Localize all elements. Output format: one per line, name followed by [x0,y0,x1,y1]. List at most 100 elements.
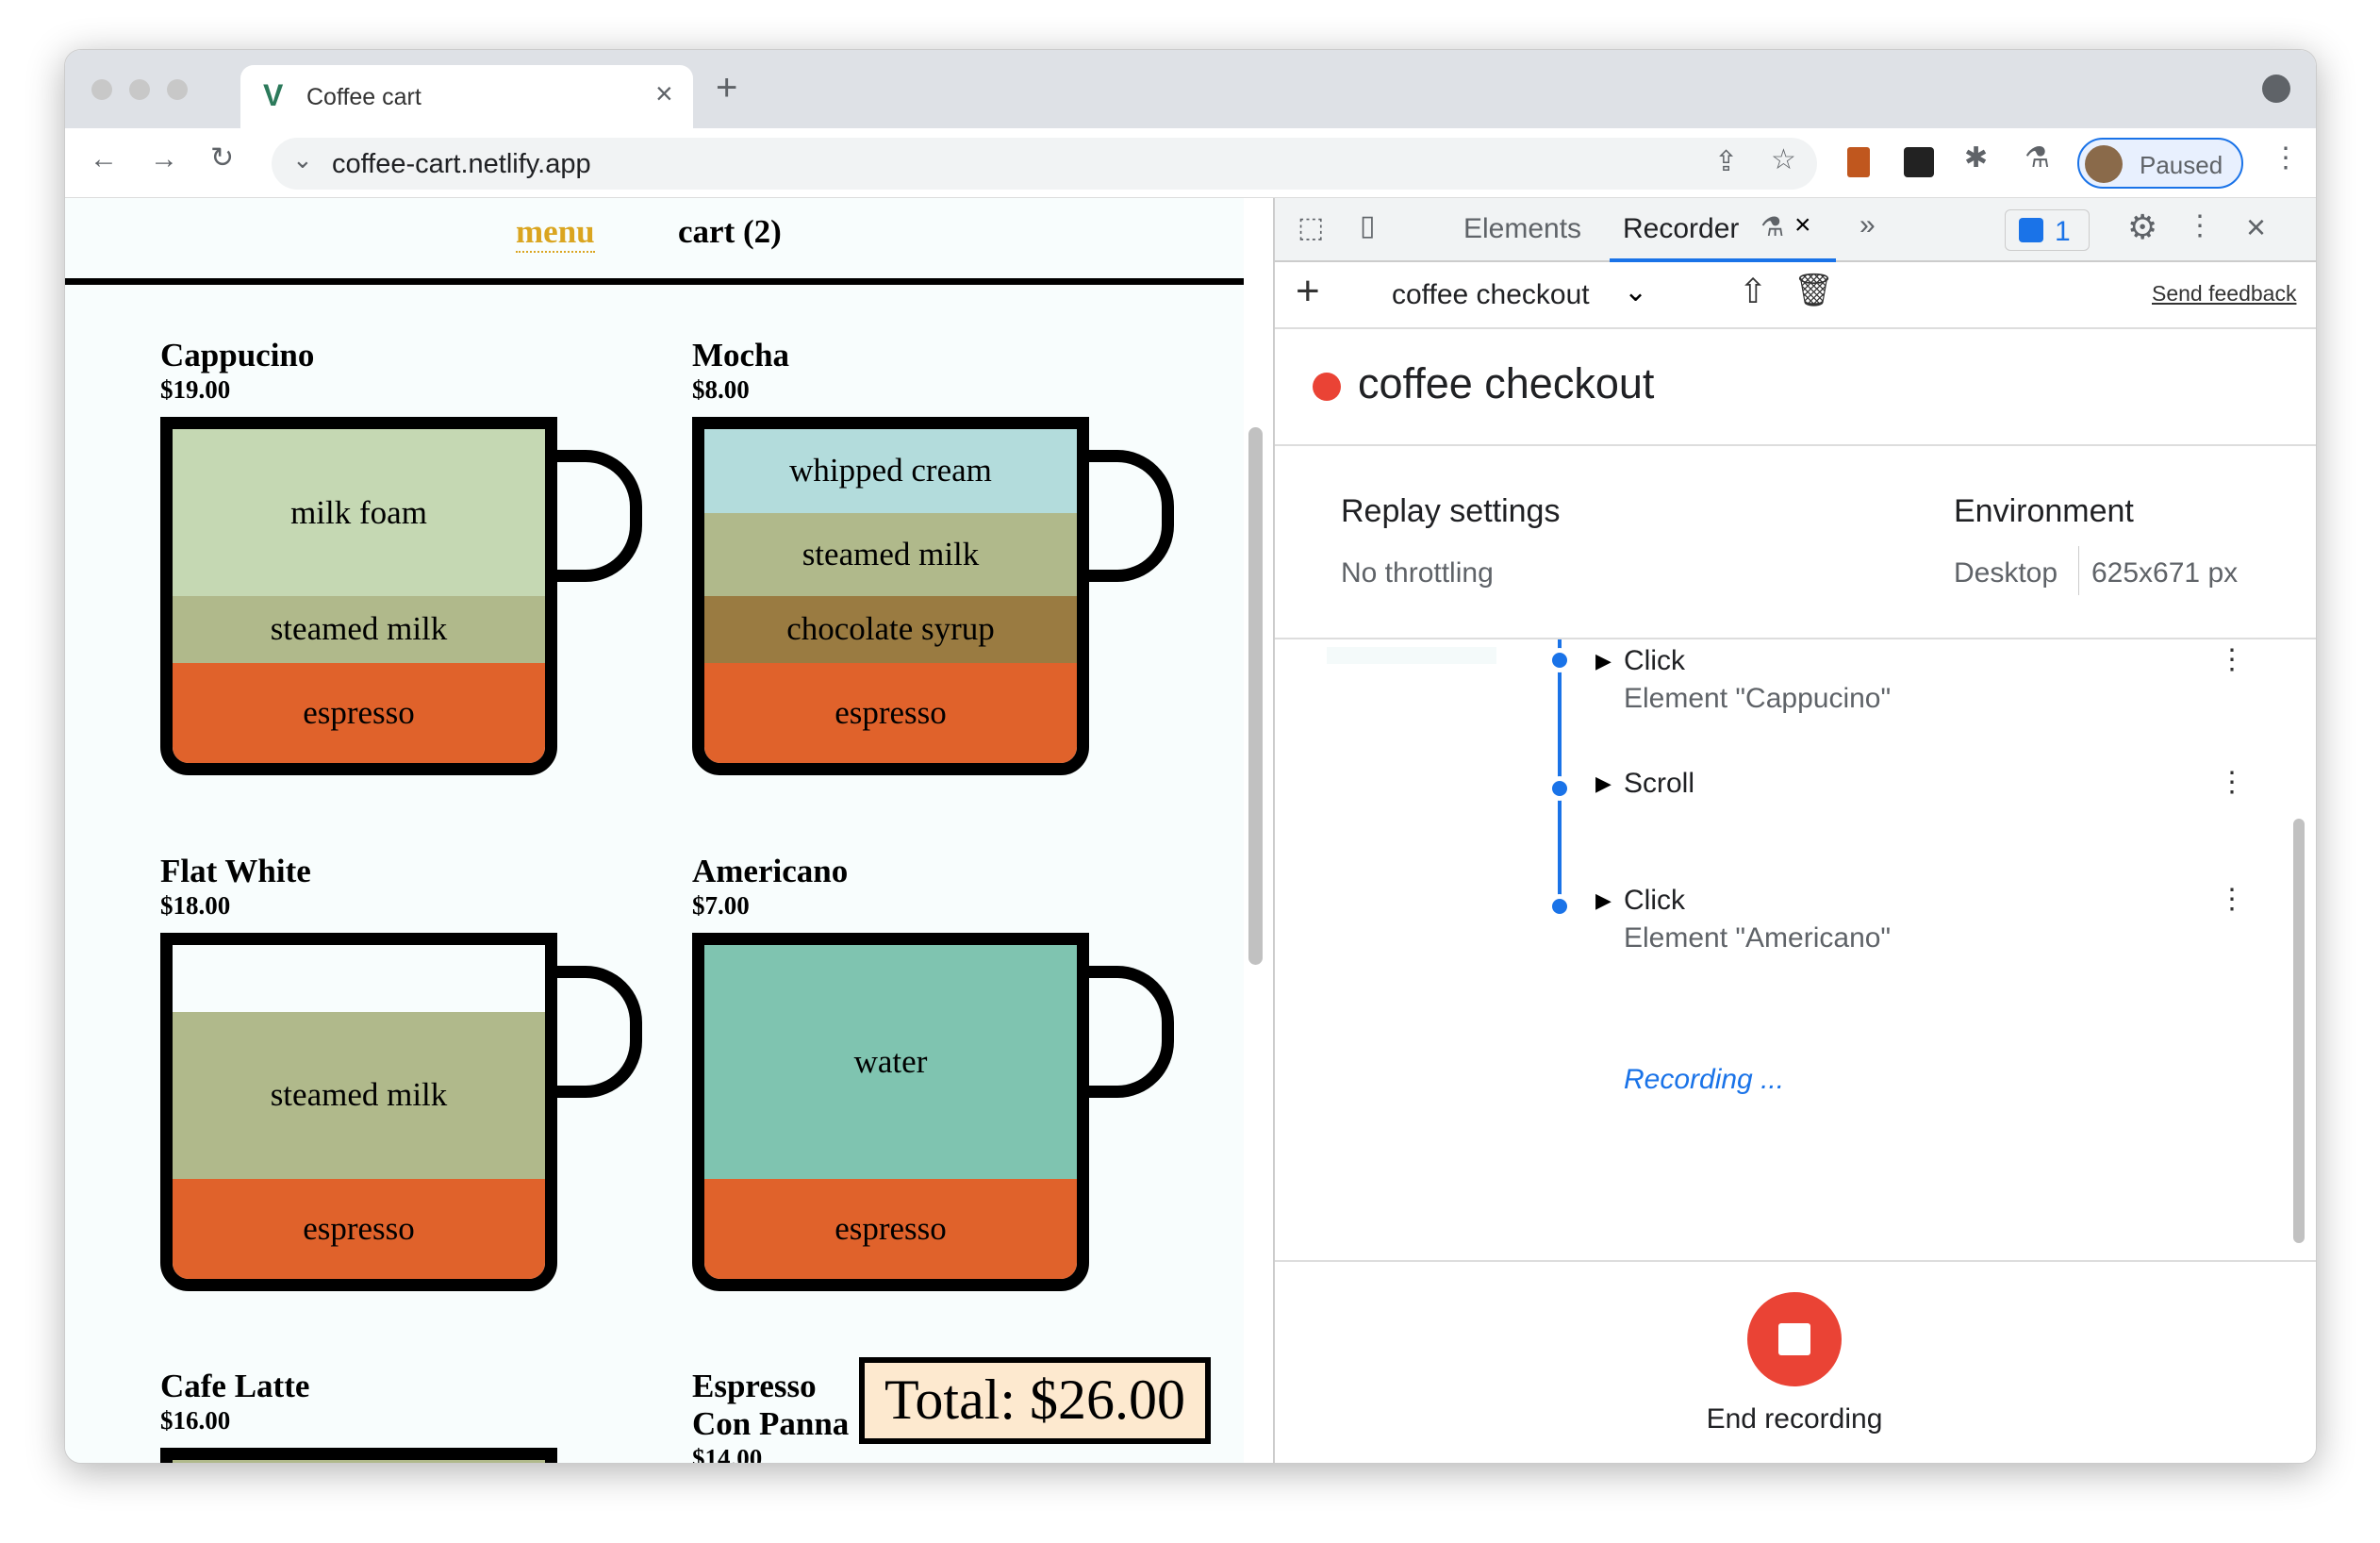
reload-icon[interactable]: ↻ [210,142,235,174]
tab-title: Coffee cart [306,84,421,110]
tab-search-icon[interactable] [2262,75,2290,103]
profile-status: Paused [2140,151,2223,179]
close-tab-icon[interactable]: × [1794,209,1811,241]
recording-header: coffee checkout [1275,329,2316,446]
coffee-price: $18.00 [160,891,231,920]
cup-layer: whipped cream [704,429,1077,513]
coffee-name: Cappucino [160,337,315,373]
experiment-flask-icon: ⚗ [1760,212,1785,241]
extension-calculator-icon[interactable] [1847,147,1870,177]
maximize-window-button[interactable] [167,79,188,100]
coffee-cup[interactable]: steamed milk espresso [160,933,651,1291]
step-item[interactable]: ▶ Scroll ⋮ [1595,767,2256,824]
page-scrollbar[interactable] [1248,427,1263,965]
cup-layer: espresso [173,1178,545,1279]
cup-handle [1089,966,1174,1098]
avatar [2085,145,2123,183]
back-icon[interactable]: ← [90,143,118,174]
browser-menu-icon[interactable]: ⋮ [2272,142,2300,174]
url-text[interactable]: coffee-cart.netlify.app [332,149,591,179]
step-detail: Element "Cappucino" [1624,683,1892,714]
devtools-menu-icon[interactable]: ⋮ [2186,210,2214,241]
close-tab-icon[interactable]: × [655,76,673,110]
forward-icon[interactable]: → [150,143,178,174]
recording-status: Recording ... [1624,1064,1785,1095]
extensions-puzzle-icon[interactable]: ✱ [1964,142,1989,174]
recording-select-value: coffee checkout [1392,279,1590,310]
coffee-name: Americano [692,853,849,889]
inspect-element-icon[interactable]: ⬚ [1297,212,1325,243]
coffee-cart-page: menu cart (2) Cappucino $19.00 milk foam… [65,198,1244,1464]
step-item[interactable]: ▶ Click Element "Cappucino" ⋮ [1595,644,2256,730]
nav-divider [65,278,1244,285]
coffee-cup[interactable]: whipped cream steamed milk chocolate syrup… [692,417,1182,775]
step-menu-icon[interactable]: ⋮ [2218,644,2246,675]
expand-triangle-icon[interactable]: ▶ [1595,888,1611,912]
omnibox[interactable]: ⌄ coffee-cart.netlify.app ⇪ ☆ [272,138,1817,190]
expand-triangle-icon[interactable]: ▶ [1595,649,1611,672]
step-type: Click [1624,885,1685,916]
extension-terminal-icon[interactable] [1904,147,1934,177]
new-tab-icon[interactable]: + [716,67,738,108]
browser-tab[interactable]: V Coffee cart × [240,65,693,128]
coffee-item: Espresso Con Panna $14.00 [692,1368,1182,1464]
cart-total[interactable]: Total: $26.00 [859,1357,1211,1444]
bookmark-star-icon[interactable]: ☆ [1771,144,1796,175]
close-window-button[interactable] [91,79,112,100]
export-icon[interactable]: ⇧ [1739,272,1768,310]
tab-recorder[interactable]: Recorder ⚗ × [1610,198,1836,262]
devtools-toolbar: ⬚ ▯ Elements Recorder ⚗ × » 1 ⚙ ⋮ × [1275,198,2316,262]
end-recording-label: End recording [1706,1403,1883,1435]
devtools-panel: ⬚ ▯ Elements Recorder ⚗ × » 1 ⚙ ⋮ × + co… [1273,198,2316,1463]
replay-settings-heading: Replay settings [1341,493,1561,529]
coffee-cup[interactable]: water espresso [692,933,1182,1291]
stop-icon [1778,1323,1810,1355]
step-menu-icon[interactable]: ⋮ [2218,767,2246,798]
nav-cart-link[interactable]: cart (2) [678,213,782,250]
device-toolbar-icon[interactable]: ▯ [1360,210,1376,241]
recorder-footer: End recording [1275,1260,2316,1463]
close-devtools-icon[interactable]: × [2246,207,2267,246]
vue-logo-icon: V [263,78,284,112]
coffee-price: $14.00 [692,1444,763,1464]
tab-strip: V Coffee cart × + [65,50,2316,128]
steps-scrollbar[interactable] [2293,819,2305,1243]
screenshot-thumbnail [1327,647,1496,664]
tab-elements[interactable]: Elements [1463,213,1582,244]
delete-trash-icon[interactable]: 🗑 [1793,273,1835,308]
share-icon[interactable]: ⇪ [1714,146,1739,177]
coffee-cup[interactable] [160,1448,651,1463]
cup-layer [173,945,545,1012]
settings-section: Replay settings No throttling Environmen… [1275,446,2316,639]
coffee-item: Flat White $18.00 steamed milk espresso [160,853,651,1291]
coffee-item: Mocha $8.00 whipped cream steamed milk cho… [692,337,1182,775]
cup-layer: water [704,945,1077,1179]
step-dot [1552,781,1567,796]
coffee-price: $16.00 [160,1406,231,1435]
nav-menu-link[interactable]: menu [516,213,595,253]
settings-gear-icon[interactable]: ⚙ [2127,207,2158,246]
cup-layer: steamed milk [704,512,1077,596]
expand-triangle-icon[interactable]: ▶ [1595,772,1611,795]
cup-handle [557,966,642,1098]
minimize-window-button[interactable] [129,79,150,100]
recording-title: coffee checkout [1358,359,1655,407]
recording-select[interactable]: coffee checkout ⌄ [1388,274,1647,317]
issues-button[interactable]: 1 [2005,209,2090,251]
create-recording-icon[interactable]: + [1296,268,1320,314]
coffee-cup[interactable]: milk foam steamed milk espresso [160,417,651,775]
more-tabs-icon[interactable]: » [1859,209,1876,241]
step-menu-icon[interactable]: ⋮ [2218,884,2246,915]
labs-flask-icon[interactable]: ⚗ [2025,142,2050,174]
environment-device: Desktop [1954,557,2058,589]
end-recording-button[interactable] [1747,1292,1842,1386]
step-type: Scroll [1624,768,1695,799]
site-info-icon[interactable]: ⌄ [292,145,313,174]
environment-size: 625x671 px [2091,557,2239,589]
issues-count: 1 [2055,216,2071,247]
step-item[interactable]: ▶ Click Element "Americano" ⋮ [1595,884,2256,979]
profile-button[interactable]: Paused [2077,138,2243,189]
throttling-value[interactable]: No throttling [1341,557,1494,589]
recorder-toolbar: + coffee checkout ⌄ ⇧ 🗑 Send feedback [1275,262,2316,329]
send-feedback-link[interactable]: Send feedback [2152,281,2297,306]
